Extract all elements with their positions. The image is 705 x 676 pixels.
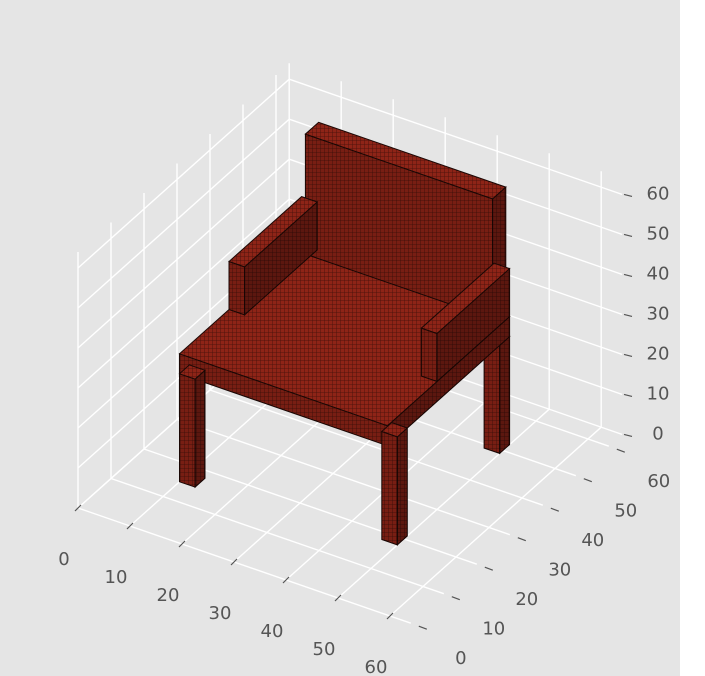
y-tick-label: 20: [515, 589, 538, 610]
page: 010203040506001020304050600102030405060 …: [0, 0, 705, 676]
z-tick-label: 40: [647, 263, 670, 284]
x-tick-label: 60: [365, 657, 388, 676]
voxel-box: [382, 423, 408, 545]
y-tick-label: 40: [581, 530, 604, 551]
voxel-shade: [180, 374, 196, 487]
z-tick-label: 30: [647, 303, 670, 324]
figure-margin: [680, 0, 705, 676]
voxel-box: [180, 365, 206, 487]
x-tick-label: 30: [209, 603, 232, 624]
x-tick-label: 20: [157, 585, 180, 606]
voxel-shade: [500, 337, 510, 454]
x-tick-label: 10: [105, 567, 128, 588]
y-tick-label: 50: [614, 501, 637, 522]
y-tick-label: 30: [548, 560, 571, 581]
z-tick-label: 20: [647, 343, 670, 364]
y-tick-label: 0: [455, 648, 466, 669]
z-tick-label: 60: [647, 183, 670, 204]
voxel-shade: [382, 432, 398, 545]
z-tick-label: 10: [647, 383, 670, 404]
x-tick-label: 0: [58, 549, 69, 570]
y-tick-label: 60: [647, 471, 670, 492]
x-tick-label: 40: [261, 621, 284, 642]
x-tick-label: 50: [313, 639, 336, 660]
z-tick-label: 50: [647, 223, 670, 244]
z-tick-label: 0: [652, 423, 663, 444]
voxel-shade: [421, 328, 437, 381]
voxel-shade: [195, 370, 205, 487]
voxel-shade: [397, 428, 407, 545]
chart: 0 10 20 30 40 50 60 0 10 20 30 40 50 60 0 10 20 30 40 50 60: [0, 0, 705, 676]
y-tick-label: 10: [482, 619, 505, 640]
voxel-shade: [229, 262, 245, 315]
